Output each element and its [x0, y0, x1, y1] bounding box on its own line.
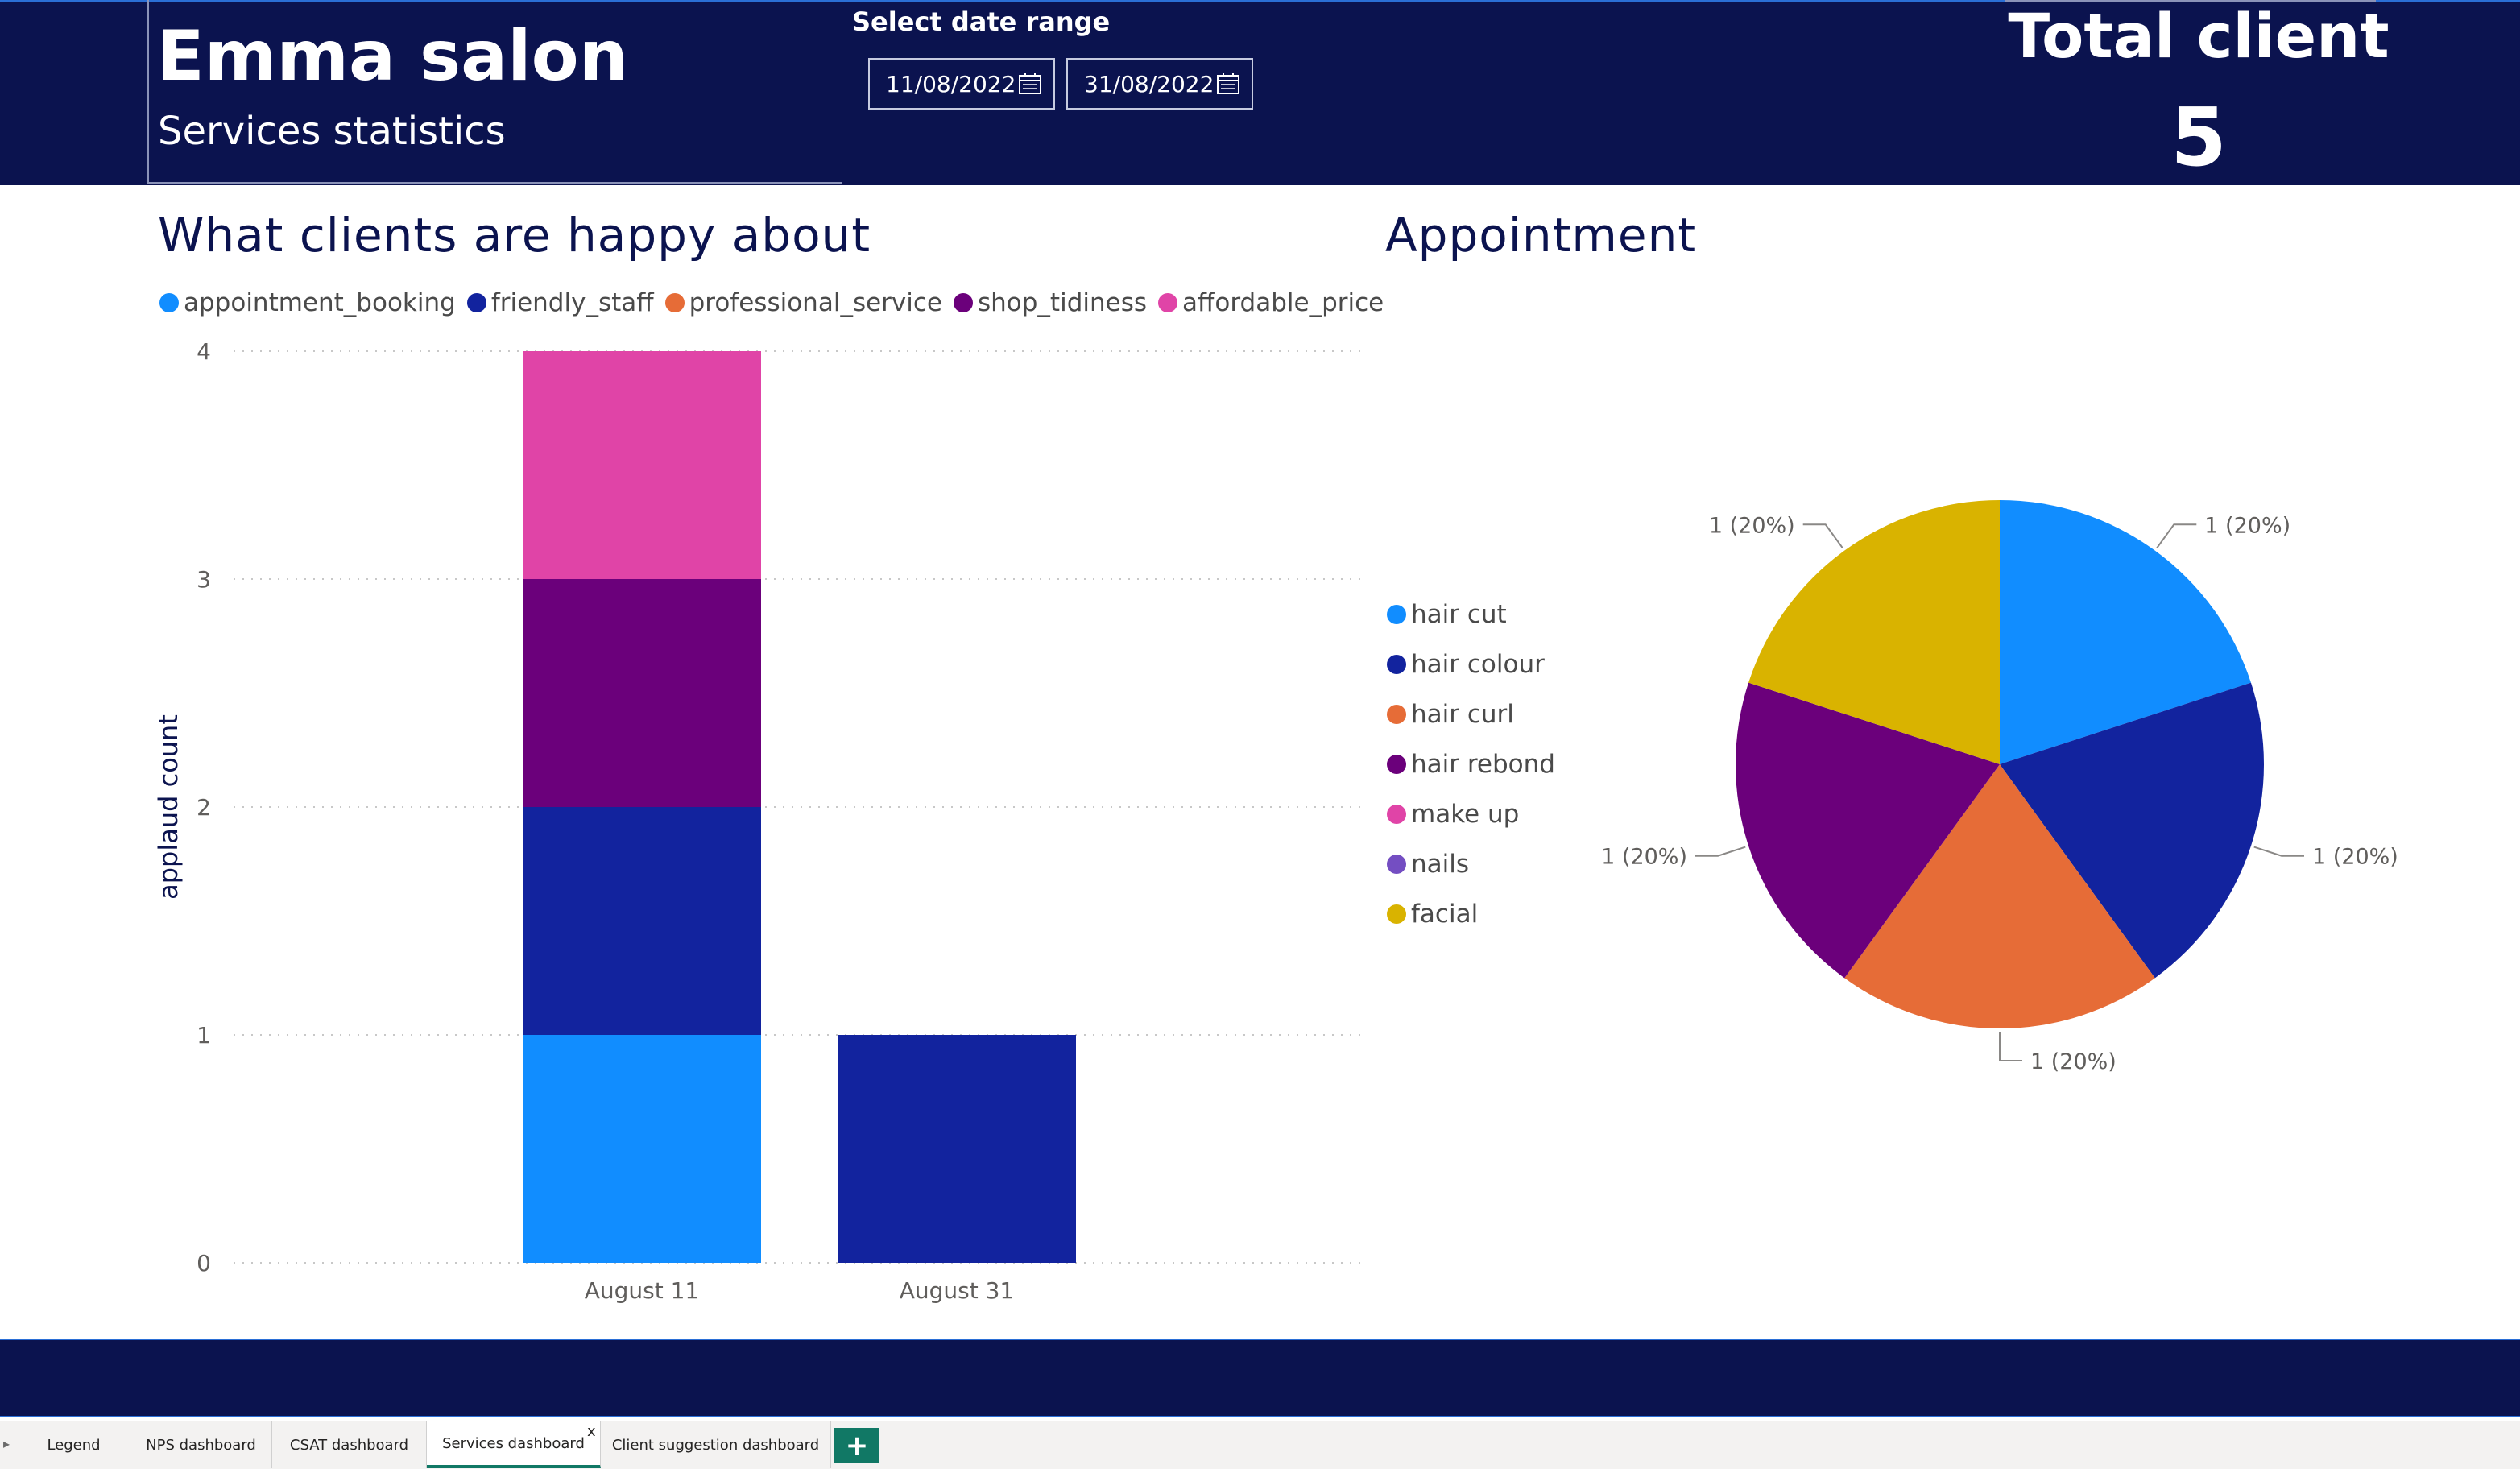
bar-segment — [523, 579, 761, 807]
legend-item-hair-curl[interactable]: hair curl — [1387, 700, 1514, 729]
add-page-button[interactable]: + — [834, 1428, 879, 1463]
header-band — [0, 0, 2520, 185]
legend-item-shop-tidiness[interactable]: shop_tidiness — [953, 288, 1148, 317]
title-box — [147, 0, 842, 184]
y-axis-label: applaud count — [153, 714, 184, 900]
legend-dot — [466, 293, 486, 312]
bar-chart-title: What clients are happy about — [158, 208, 871, 263]
close-tab-icon[interactable]: x — [587, 1423, 596, 1440]
legend-label: hair rebond — [1411, 750, 1555, 779]
tab-client-suggestion-dashboard[interactable]: Client suggestion dashboard — [601, 1421, 831, 1468]
total-client-value: 5 — [2170, 90, 2227, 184]
tab-scroll-arrow-icon[interactable]: ▸ — [3, 1436, 10, 1451]
legend-item-hair-colour[interactable]: hair colour — [1387, 650, 1545, 679]
legend-label: friendly_staff — [490, 288, 654, 317]
pie-chart-title: Appointment — [1385, 208, 1698, 263]
calendar-icon[interactable] — [1216, 72, 1240, 95]
tab-csat-dashboard[interactable]: CSAT dashboard — [272, 1421, 427, 1468]
legend-dot — [1387, 655, 1406, 674]
legend-label: make up — [1411, 800, 1520, 829]
y-tick-label: 3 — [197, 566, 211, 593]
end-date-input[interactable]: 31/08/2022 — [1066, 58, 1253, 110]
y-tick-label: 4 — [197, 338, 211, 365]
legend-label: shop_tidiness — [977, 288, 1148, 317]
legend-item-friendly-staff[interactable]: friendly_staff — [466, 288, 654, 317]
legend-item-make-up[interactable]: make up — [1387, 800, 1519, 829]
x-tick-label: August 31 — [900, 1277, 1015, 1304]
legend-label: nails — [1411, 850, 1470, 879]
legend-dot — [159, 293, 179, 312]
bar-segment — [523, 807, 761, 1035]
legend-item-hair-cut[interactable]: hair cut — [1387, 600, 1507, 629]
pie-slice — [2000, 682, 2264, 979]
bar-chart-legend: appointment_booking friendly_staff profe… — [159, 288, 1395, 317]
pie-leader-line — [1695, 846, 1746, 857]
bar-segment — [523, 1035, 761, 1263]
end-date-value: 31/08/2022 — [1084, 70, 1214, 97]
bar-chart: 0 1 2 3 4 applaud count August 11 August 31 — [153, 338, 1361, 1304]
pie-data-label: 1 (20%) — [1601, 845, 1687, 870]
legend-dot — [1158, 293, 1178, 312]
legend-dot — [1387, 855, 1406, 874]
pie-slice — [1748, 500, 2000, 764]
legend-dot — [1387, 605, 1406, 624]
legend-dot — [1387, 904, 1406, 924]
y-tick-label: 2 — [197, 794, 211, 821]
y-tick-label: 1 — [197, 1022, 211, 1049]
start-date-input[interactable]: 11/08/2022 — [868, 58, 1055, 110]
page-tab-bar: ▸ Legend NPS dashboard CSAT dashboard Se… — [0, 1421, 2520, 1469]
legend-dot — [1387, 805, 1406, 824]
calendar-icon[interactable] — [1018, 72, 1042, 95]
pie-leader-line — [1999, 1032, 2022, 1061]
y-tick-label: 0 — [197, 1250, 211, 1277]
legend-label: hair cut — [1411, 600, 1507, 629]
legend-dot — [1387, 755, 1406, 774]
page-title: Emma salon — [157, 16, 628, 97]
legend-item-nails[interactable]: nails — [1387, 850, 1469, 879]
legend-item-professional-service[interactable]: professional_service — [664, 288, 942, 317]
pie-chart: 1 (20%) 1 (20%) 1 (20%) 1 (20%) 1 (20%) — [1601, 500, 2398, 1074]
pie-leader-line — [2253, 846, 2304, 857]
legend-dot — [664, 293, 685, 312]
tab-legend[interactable]: Legend — [18, 1421, 130, 1468]
x-tick-label: August 11 — [585, 1277, 700, 1304]
footer-band — [0, 1339, 2520, 1417]
pie-data-label: 1 (20%) — [2312, 845, 2398, 870]
legend-dot — [1387, 705, 1406, 724]
legend-label: appointment_booking — [184, 288, 456, 317]
legend-item-appointment-booking[interactable]: appointment_booking — [159, 288, 456, 317]
legend-dot — [953, 293, 973, 312]
pie-data-label: 1 (20%) — [2204, 513, 2290, 538]
pie-leader-line — [2156, 523, 2197, 548]
pie-data-label: 1 (20%) — [2030, 1049, 2117, 1074]
legend-label: hair colour — [1411, 650, 1545, 679]
legend-label: professional_service — [689, 288, 942, 317]
pie-slice — [1736, 682, 2000, 979]
bar-segment — [838, 1035, 1076, 1263]
legend-item-affordable-price[interactable]: affordable_price — [1158, 288, 1384, 317]
tab-nps-dashboard[interactable]: NPS dashboard — [130, 1421, 272, 1468]
bar-segment — [523, 351, 761, 579]
page-subtitle: Services statistics — [158, 109, 506, 154]
legend-item-facial[interactable]: facial — [1387, 900, 1478, 929]
tab-services-dashboard[interactable]: Services dashboard — [427, 1421, 601, 1468]
total-card-border — [2005, 0, 2376, 6]
pie-slice — [1844, 764, 2155, 1028]
date-range-label: Select date range — [852, 6, 1111, 37]
legend-item-hair-rebond[interactable]: hair rebond — [1387, 750, 1555, 779]
legend-label: hair curl — [1411, 700, 1514, 729]
pie-data-label: 1 (20%) — [1709, 513, 1795, 538]
pie-leader-line — [1802, 523, 1843, 548]
start-date-value: 11/08/2022 — [886, 70, 1016, 97]
total-client-label: Total client — [2008, 0, 2390, 72]
pie-slice — [2000, 500, 2251, 764]
legend-label: facial — [1411, 900, 1479, 929]
legend-label: affordable_price — [1182, 288, 1384, 317]
